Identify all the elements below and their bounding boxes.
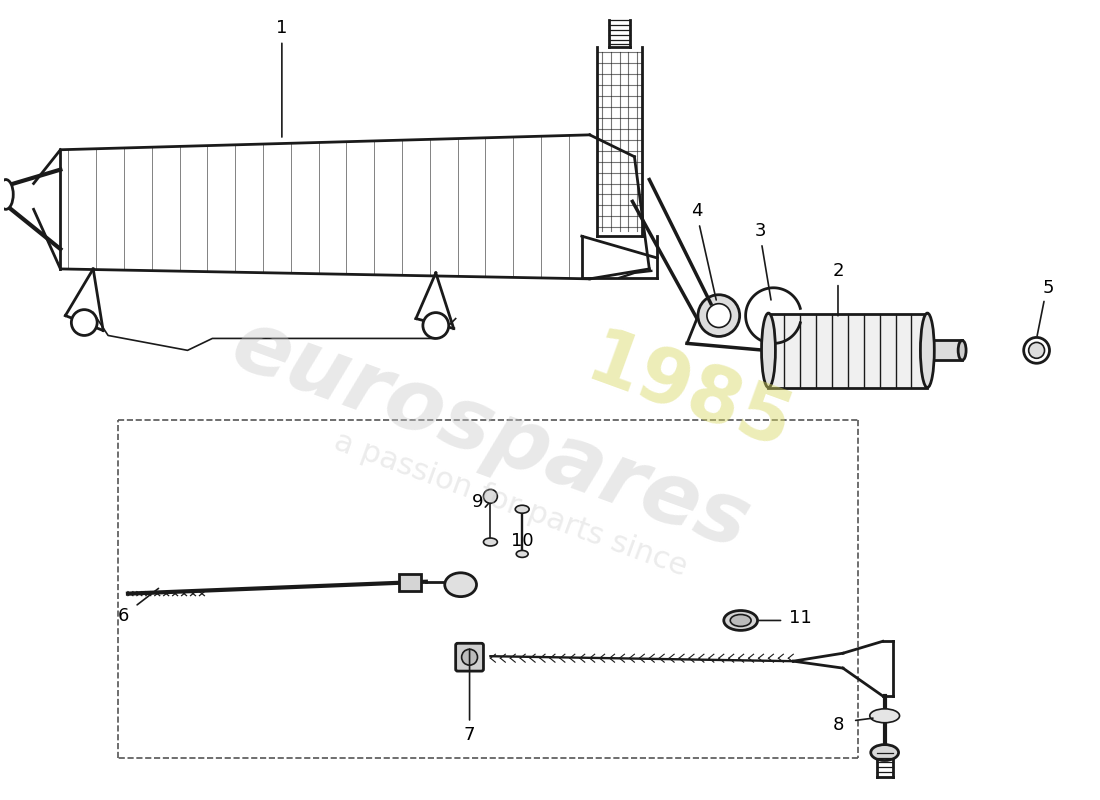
Ellipse shape bbox=[515, 506, 529, 514]
Ellipse shape bbox=[958, 341, 966, 360]
Ellipse shape bbox=[921, 313, 934, 387]
Ellipse shape bbox=[484, 538, 497, 546]
Ellipse shape bbox=[0, 179, 13, 210]
Text: 5: 5 bbox=[1043, 278, 1054, 297]
Text: 8: 8 bbox=[833, 716, 844, 734]
Circle shape bbox=[1024, 338, 1049, 363]
Text: 1: 1 bbox=[276, 18, 287, 37]
Text: 9: 9 bbox=[472, 494, 483, 511]
Circle shape bbox=[422, 313, 449, 338]
Bar bbox=[399, 574, 421, 590]
Ellipse shape bbox=[707, 304, 730, 327]
Text: 7: 7 bbox=[464, 726, 475, 744]
Ellipse shape bbox=[730, 614, 751, 626]
Ellipse shape bbox=[871, 745, 899, 761]
Ellipse shape bbox=[761, 313, 776, 387]
Text: 2: 2 bbox=[833, 262, 844, 280]
Bar bbox=[933, 341, 962, 360]
Circle shape bbox=[462, 650, 477, 665]
Text: 1985: 1985 bbox=[576, 324, 802, 466]
Ellipse shape bbox=[870, 709, 900, 722]
Ellipse shape bbox=[444, 573, 476, 597]
Text: eurospares: eurospares bbox=[220, 302, 760, 567]
Ellipse shape bbox=[516, 550, 528, 558]
Text: 6: 6 bbox=[118, 607, 129, 626]
FancyBboxPatch shape bbox=[455, 643, 484, 671]
Circle shape bbox=[1028, 342, 1045, 358]
Ellipse shape bbox=[724, 610, 758, 630]
Bar bbox=[769, 314, 927, 388]
Text: a passion for parts since: a passion for parts since bbox=[330, 426, 691, 582]
Text: 10: 10 bbox=[510, 532, 534, 550]
Circle shape bbox=[72, 310, 97, 335]
Text: 4: 4 bbox=[691, 202, 703, 220]
Circle shape bbox=[484, 490, 497, 503]
Ellipse shape bbox=[698, 294, 739, 337]
Text: 11: 11 bbox=[789, 610, 812, 627]
Text: 3: 3 bbox=[755, 222, 767, 240]
